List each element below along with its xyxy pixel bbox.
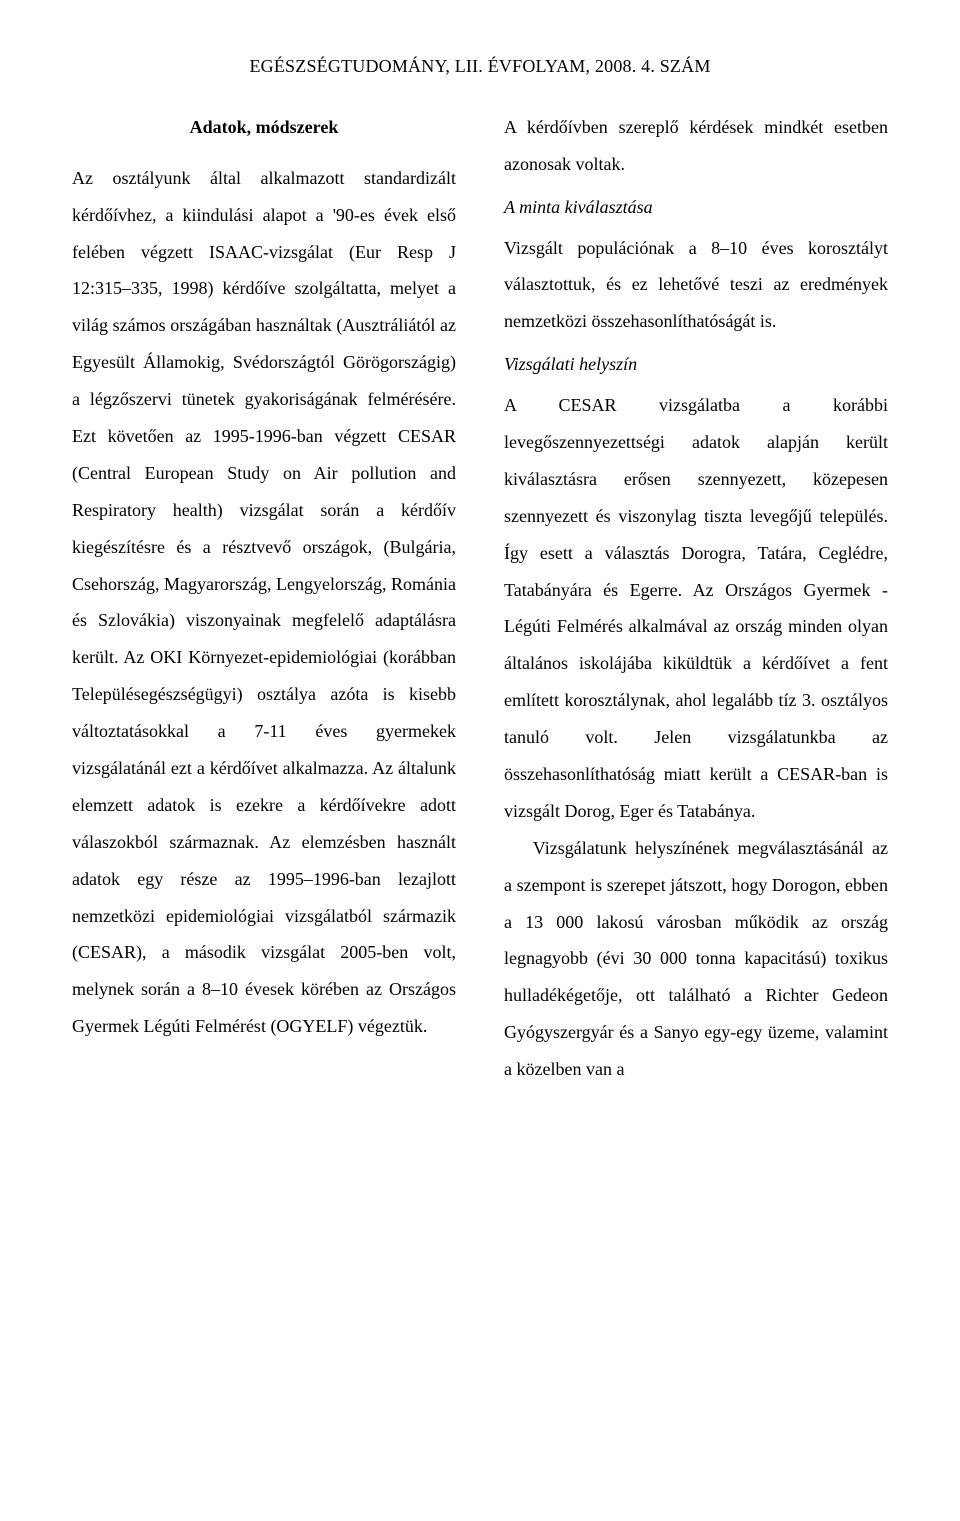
subheading-study-site: Vizsgálati helyszín: [504, 346, 888, 383]
right-paragraph-3: A CESAR vizsgálatba a korábbi levegőszen…: [504, 387, 888, 830]
subheading-sample-selection: A minta kiválasztása: [504, 189, 888, 226]
body-columns: Adatok, módszerek Az osztályunk által al…: [72, 109, 888, 1088]
journal-header: EGÉSZSÉGTUDOMÁNY, LII. ÉVFOLYAM, 2008. 4…: [72, 48, 888, 85]
section-title-methods: Adatok, módszerek: [72, 109, 456, 146]
right-paragraph-2: Vizsgált populációnak a 8–10 éves korosz…: [504, 230, 888, 341]
left-paragraph-1: Az osztályunk által alkalmazott standard…: [72, 160, 456, 1045]
right-paragraph-1: A kérdőívben szereplő kérdések mindkét e…: [504, 109, 888, 183]
right-paragraph-4: Vizsgálatunk helyszínének megválasztásán…: [504, 830, 888, 1088]
